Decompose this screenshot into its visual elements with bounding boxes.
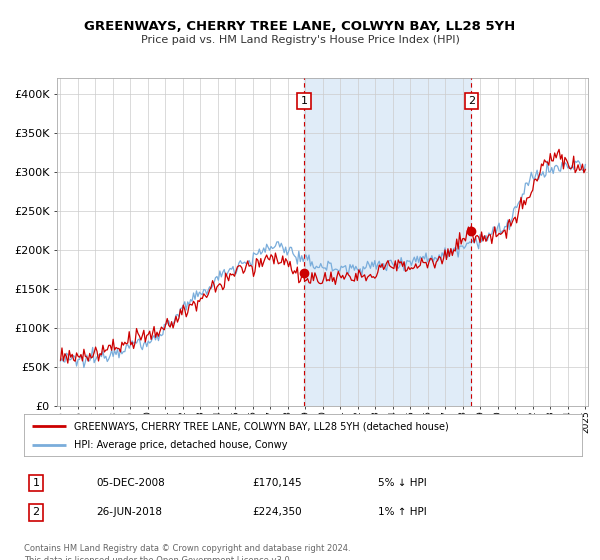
- Text: 26-JUN-2018: 26-JUN-2018: [96, 507, 162, 517]
- Text: Price paid vs. HM Land Registry's House Price Index (HPI): Price paid vs. HM Land Registry's House …: [140, 35, 460, 45]
- Text: 5% ↓ HPI: 5% ↓ HPI: [378, 478, 427, 488]
- Text: £170,145: £170,145: [252, 478, 302, 488]
- Bar: [304, 78, 472, 406]
- Text: £224,350: £224,350: [252, 507, 302, 517]
- Text: GREENWAYS, CHERRY TREE LANE, COLWYN BAY, LL28 5YH: GREENWAYS, CHERRY TREE LANE, COLWYN BAY,…: [85, 20, 515, 32]
- Text: 2: 2: [468, 96, 475, 106]
- Text: 1% ↑ HPI: 1% ↑ HPI: [378, 507, 427, 517]
- Text: 2: 2: [32, 507, 40, 517]
- Text: 1: 1: [301, 96, 308, 106]
- Text: Contains HM Land Registry data © Crown copyright and database right 2024.
This d: Contains HM Land Registry data © Crown c…: [24, 544, 350, 560]
- Text: 1: 1: [32, 478, 40, 488]
- Text: 05-DEC-2008: 05-DEC-2008: [96, 478, 165, 488]
- Text: HPI: Average price, detached house, Conwy: HPI: Average price, detached house, Conw…: [74, 440, 288, 450]
- Text: GREENWAYS, CHERRY TREE LANE, COLWYN BAY, LL28 5YH (detached house): GREENWAYS, CHERRY TREE LANE, COLWYN BAY,…: [74, 421, 449, 431]
